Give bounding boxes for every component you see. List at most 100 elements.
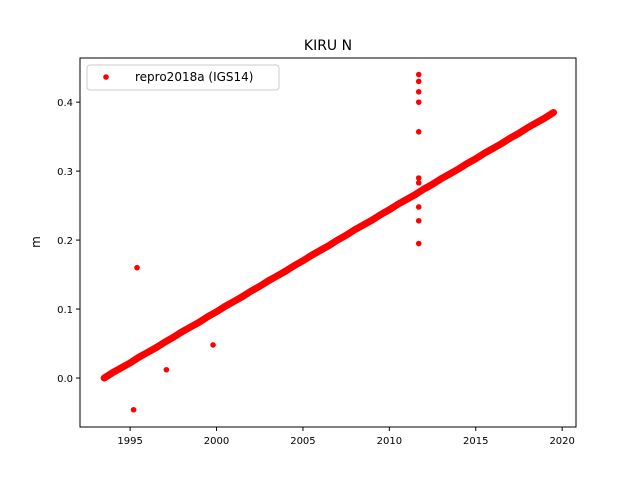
x-tick: 2020 <box>549 427 575 447</box>
data-point <box>308 252 315 259</box>
data-point <box>196 319 203 326</box>
data-point <box>446 170 453 177</box>
x-tick: 2005 <box>290 427 316 447</box>
data-point <box>118 364 125 371</box>
data-point <box>109 369 116 376</box>
x-tick: 1995 <box>117 427 143 447</box>
data-point <box>464 160 471 167</box>
data-point <box>222 303 229 310</box>
data-point <box>507 135 514 142</box>
y-tick-label: 0.2 <box>57 236 73 247</box>
data-point <box>377 211 384 218</box>
data-point <box>239 293 246 300</box>
data-point <box>403 196 410 203</box>
data-point <box>412 191 419 198</box>
x-tick-label: 2015 <box>463 436 488 447</box>
data-point <box>230 298 237 305</box>
legend-label: repro2018a (IGS14) <box>135 70 253 84</box>
data-point <box>161 339 168 346</box>
data-point <box>153 344 160 351</box>
outlier-point <box>163 366 170 373</box>
data-point <box>127 359 134 366</box>
data-point <box>256 283 263 290</box>
outlier-point <box>415 88 422 95</box>
legend-marker <box>103 74 109 80</box>
outlier-point <box>415 240 422 247</box>
data-point <box>204 313 211 320</box>
data-point <box>135 354 142 361</box>
outlier-point <box>210 342 216 348</box>
data-point <box>213 308 220 315</box>
y-tick: 0.3 <box>57 167 80 178</box>
data-point <box>515 130 522 137</box>
legend-box <box>86 64 280 91</box>
outlier-point <box>415 71 422 78</box>
x-tick-label: 2000 <box>204 436 229 447</box>
y-axis-ticks: 0.0 0.1 0.2 0.3 0.4 <box>57 98 80 385</box>
data-point <box>550 109 557 116</box>
data-point <box>490 145 497 152</box>
y-tick-label: 0.4 <box>57 98 73 109</box>
x-tick: 2010 <box>377 427 402 447</box>
data-point <box>472 155 479 162</box>
data-point <box>481 150 488 157</box>
legend: repro2018a (IGS14) <box>86 64 280 91</box>
chart-title: KIRU N <box>304 38 352 54</box>
data-point <box>248 288 255 295</box>
x-tick-label: 2010 <box>377 436 402 447</box>
x-tick: 2015 <box>463 427 488 447</box>
x-tick-label: 2020 <box>549 436 574 447</box>
data-point <box>438 175 445 182</box>
y-tick-label: 0.1 <box>57 305 73 316</box>
y-tick: 0.4 <box>57 98 80 109</box>
outlier-point <box>415 180 422 186</box>
data-point <box>170 334 177 341</box>
data-point <box>351 226 358 233</box>
data-point <box>178 328 185 335</box>
data-point <box>317 247 324 254</box>
data-point <box>343 232 350 239</box>
outlier-point <box>130 406 137 413</box>
data-point <box>455 166 462 173</box>
axes-frame <box>79 57 577 428</box>
data-point <box>541 115 548 122</box>
data-point <box>144 349 151 356</box>
y-axis-label: m <box>29 236 43 248</box>
data-point <box>265 277 272 284</box>
data-point <box>386 206 393 213</box>
x-tick: 2000 <box>204 427 229 447</box>
data-point <box>187 323 194 330</box>
outlier-point <box>415 217 422 224</box>
data-point <box>299 257 306 264</box>
x-tick-label: 1995 <box>117 436 142 447</box>
y-tick: 0.1 <box>57 305 80 316</box>
outlier-point <box>415 129 422 135</box>
y-tick: 0.0 <box>57 374 80 385</box>
data-point <box>291 262 298 269</box>
data-point <box>334 237 341 244</box>
y-tick-label: 0.3 <box>57 167 73 178</box>
x-tick-label: 2005 <box>290 436 315 447</box>
outlier-point <box>134 264 140 271</box>
outlier-point <box>415 175 422 181</box>
data-point <box>360 221 367 228</box>
data-point <box>101 375 108 382</box>
data-point <box>420 186 427 193</box>
outlier-point <box>415 78 422 85</box>
data-point <box>369 217 376 224</box>
data-point <box>394 201 401 208</box>
data-point <box>325 242 332 249</box>
data-point <box>498 140 505 147</box>
y-tick-label: 0.0 <box>57 374 73 385</box>
data-marks <box>100 71 557 413</box>
data-point <box>274 272 281 279</box>
data-point <box>282 268 289 275</box>
data-point <box>429 181 436 188</box>
outlier-point <box>415 204 422 210</box>
data-point <box>533 119 540 126</box>
y-tick: 0.2 <box>57 236 80 247</box>
x-axis-ticks: 1995 2000 2005 2010 2015 2020 <box>117 427 575 447</box>
outlier-point <box>415 99 422 105</box>
data-point <box>524 124 531 131</box>
